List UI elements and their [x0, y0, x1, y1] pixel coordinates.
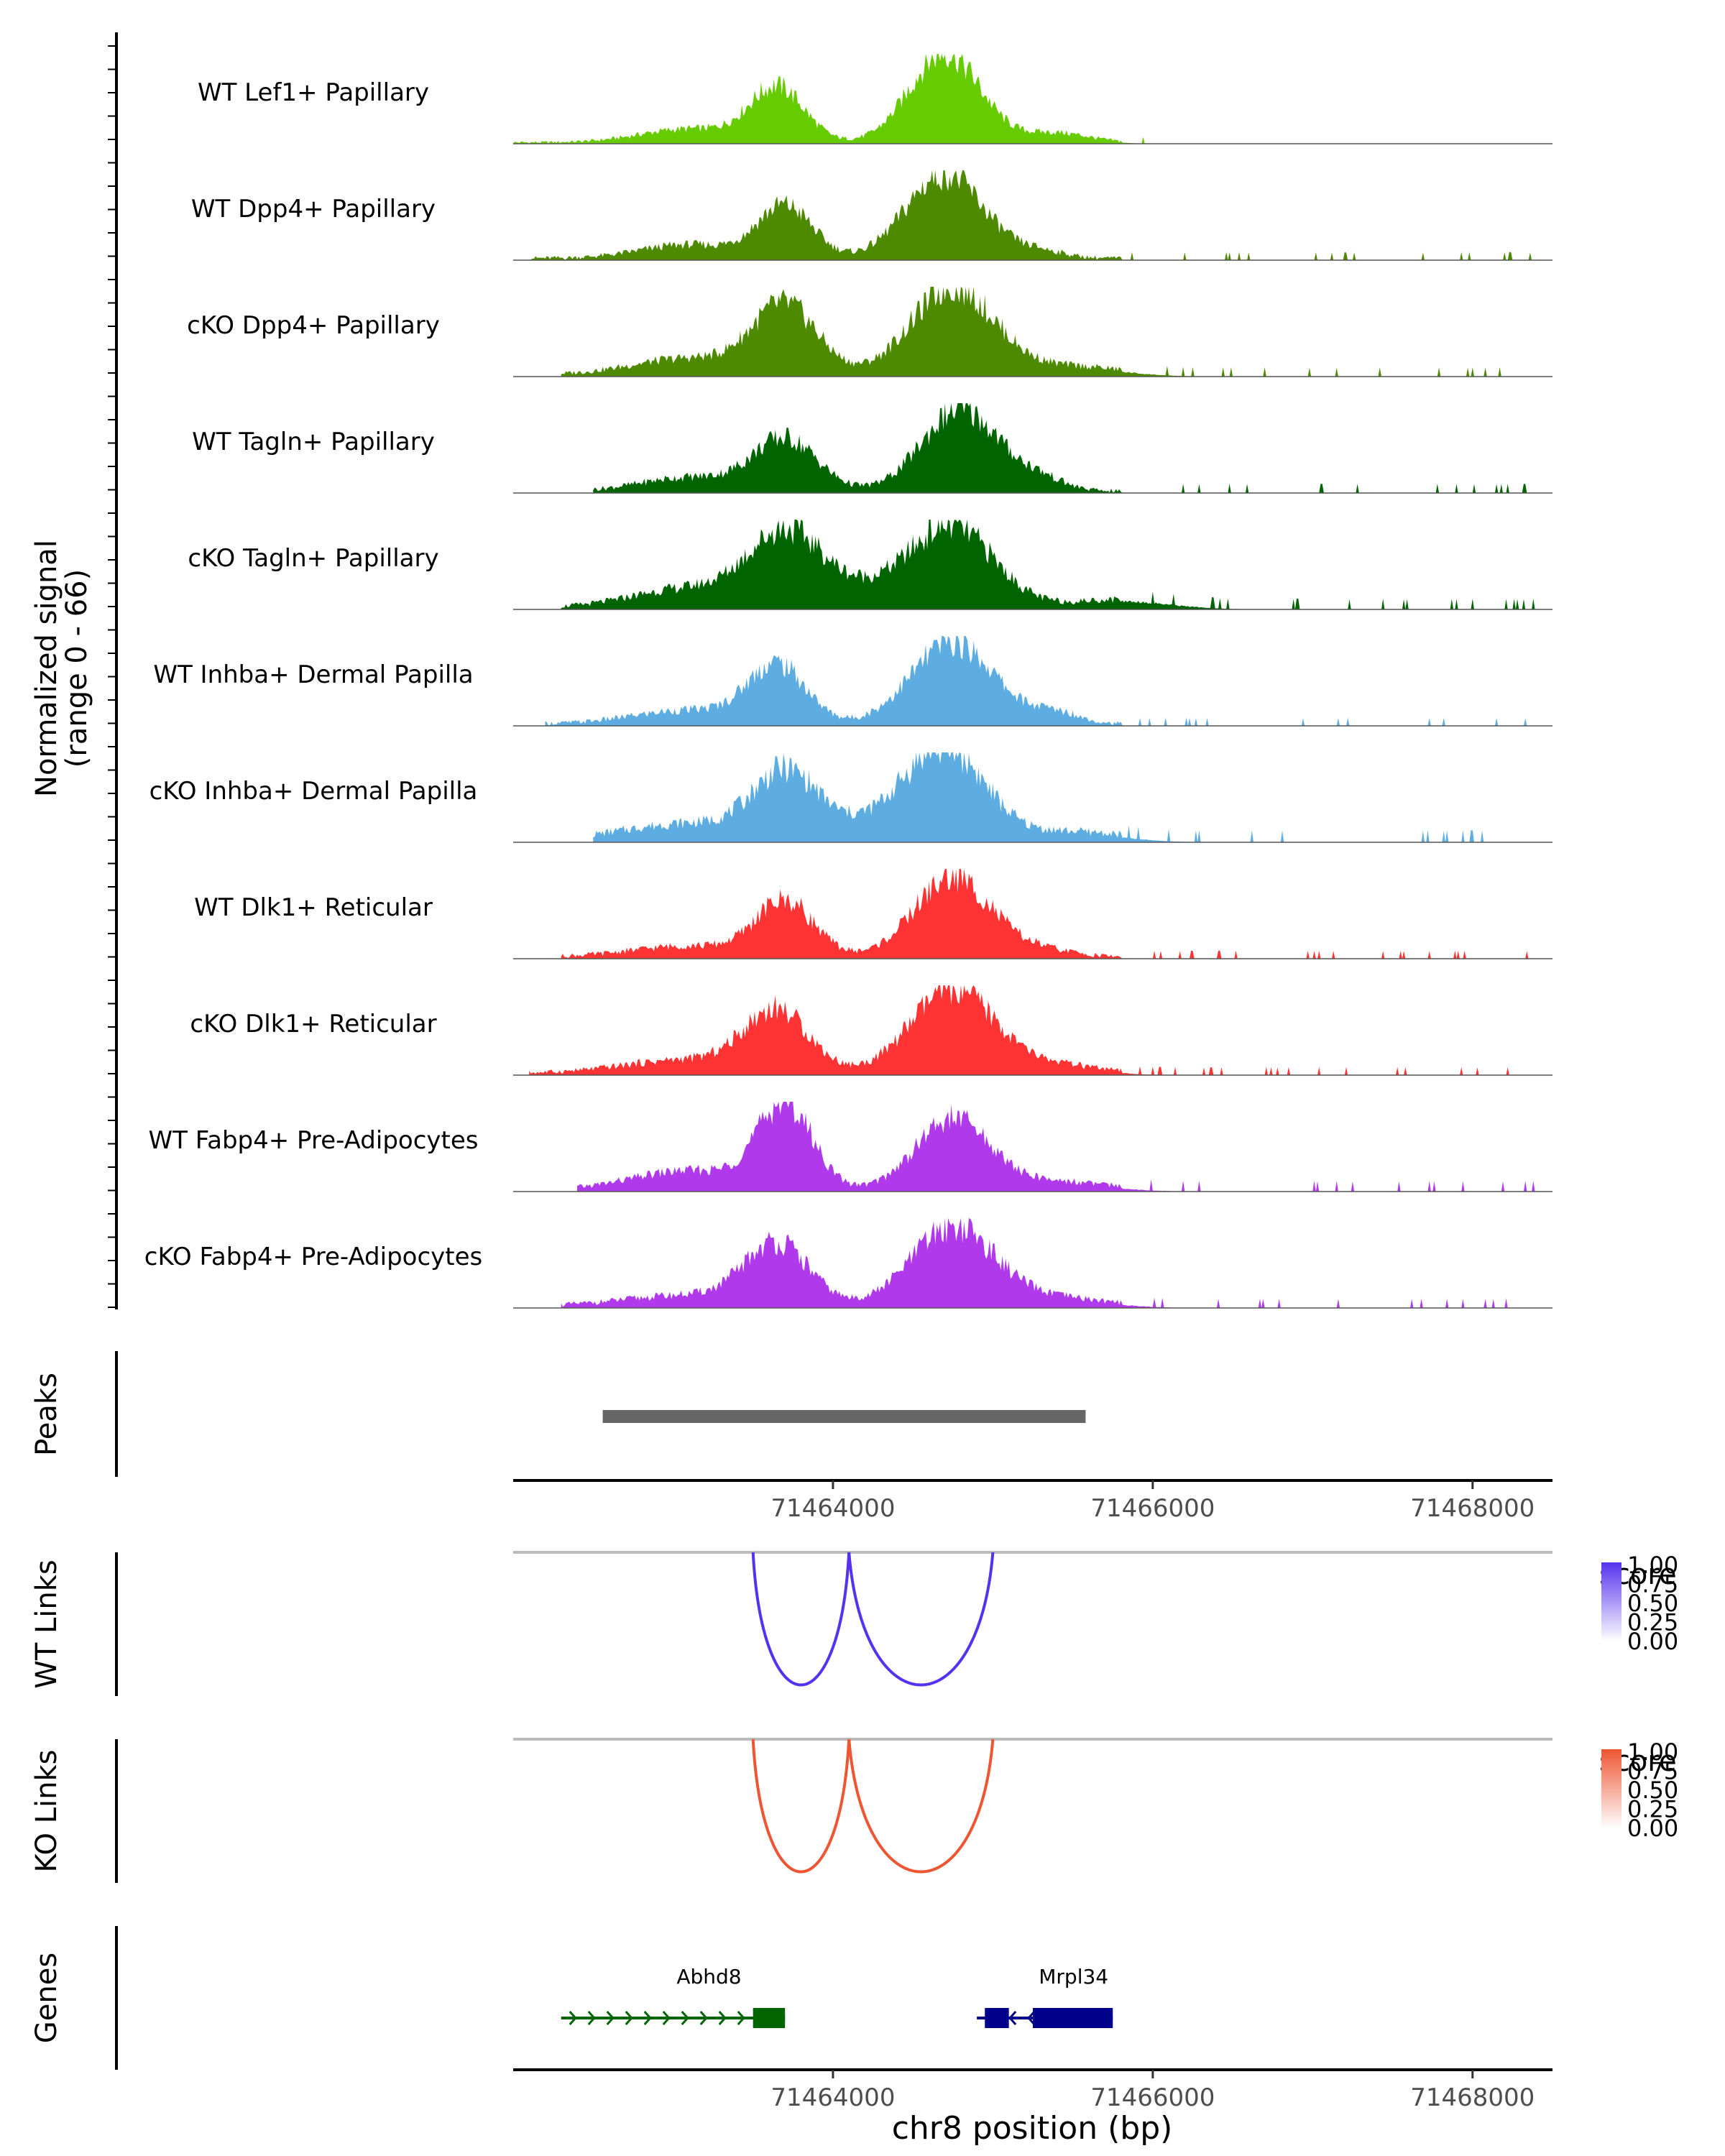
coverage-area	[593, 403, 1537, 493]
x-tick-label: 71466000	[1090, 2083, 1215, 2112]
coverage-track-5: cKO Tagln+ Papillary	[188, 520, 1552, 610]
coverage-area	[561, 869, 1537, 959]
coverage-track-9: cKO Dlk1+ Reticular	[190, 985, 1552, 1076]
x-axis-bottom: 71464000 71466000 71468000	[513, 2068, 1552, 2112]
strand-arrow	[681, 2011, 689, 2025]
legend-tick-label: 1.00	[1627, 1552, 1678, 1579]
coverage-ylabel-line2: (range 0 - 66)	[60, 569, 93, 768]
coverage-track-11: cKO Fabp4+ Pre-Adipocytes	[144, 1218, 1552, 1309]
wt-links-panel: WT Links score 1.000.750.500.250.00	[30, 1551, 1678, 1696]
link-arc	[751, 1552, 851, 1687]
peaks-panel: Peaks	[30, 1351, 1086, 1477]
legend-tick-label: 1.00	[1627, 1738, 1678, 1766]
track-label: cKO Dpp4+ Papillary	[187, 311, 440, 340]
ko-links-label: KO Links	[30, 1750, 63, 1873]
ko-links-panel: KO Links score 1.000.750.500.250.00	[30, 1738, 1678, 1883]
gene-name: Abhd8	[676, 1965, 741, 1989]
strand-arrow	[606, 2011, 615, 2025]
coverage-track-10: WT Fabp4+ Pre-Adipocytes	[149, 1102, 1552, 1192]
gene-exon	[985, 2008, 1009, 2028]
track-label: cKO Fabp4+ Pre-Adipocytes	[144, 1243, 483, 1271]
track-label: cKO Tagln+ Papillary	[188, 544, 438, 573]
peak-region	[602, 1410, 1086, 1423]
track-label: WT Tagln+ Papillary	[192, 428, 435, 456]
track-label: WT Fabp4+ Pre-Adipocytes	[149, 1126, 479, 1155]
x-tick-label: 71464000	[770, 1494, 895, 1523]
coverage-track-8: WT Dlk1+ Reticular	[194, 869, 1552, 959]
legend-tick-label: 0.25	[1627, 1609, 1678, 1636]
coverage-area	[545, 636, 1537, 726]
coverage-area	[561, 520, 1537, 609]
coverage-area	[529, 985, 1537, 1075]
coverage-area	[529, 170, 1537, 260]
strand-arrow	[625, 2011, 633, 2025]
coverage-track-3: cKO Dpp4+ Papillary	[187, 287, 1552, 377]
legend-tick-label: 0.75	[1627, 1758, 1678, 1785]
coverage-track-2: WT Dpp4+ Papillary	[191, 170, 1552, 261]
x-axis-top: 71464000 71466000 71468000	[513, 1479, 1552, 1523]
x-tick-label: 71468000	[1410, 1494, 1535, 1523]
link-arc	[847, 1552, 995, 1687]
track-label: cKO Inhba+ Dermal Papilla	[150, 777, 478, 806]
legend-tick-label: 0.25	[1627, 1796, 1678, 1823]
x-tick-label: 71468000	[1410, 2083, 1535, 2112]
coverage-track-7: cKO Inhba+ Dermal Papilla	[150, 752, 1552, 843]
x-tick-label: 71466000	[1090, 1494, 1215, 1523]
x-axis-title: chr8 position (bp)	[892, 2110, 1173, 2147]
legend-tick-label: 0.00	[1627, 1628, 1678, 1655]
coverage-area	[593, 752, 1489, 842]
genes-panel: Genes Abhd8 Mrpl34	[30, 1926, 1113, 2070]
coverage-track-4: WT Tagln+ Papillary	[192, 403, 1552, 494]
track-label: WT Dpp4+ Papillary	[191, 195, 436, 224]
coverage-area	[561, 287, 1537, 377]
x-tick-label: 71464000	[770, 2083, 895, 2112]
coverage-area	[561, 1218, 1537, 1308]
strand-arrow	[643, 2011, 652, 2025]
legend-colorbar	[1601, 1749, 1622, 1828]
genes-label: Genes	[30, 1953, 63, 2043]
track-label: WT Inhba+ Dermal Papilla	[153, 660, 473, 689]
track-label: WT Dlk1+ Reticular	[194, 893, 433, 922]
link-arc	[847, 1738, 995, 1874]
gene-name: Mrpl34	[1039, 1965, 1108, 1989]
track-label: WT Lef1+ Papillary	[198, 78, 429, 107]
coverage-track-1: WT Lef1+ Papillary	[198, 54, 1552, 144]
peaks-label: Peaks	[30, 1373, 63, 1456]
coverage-track-6: WT Inhba+ Dermal Papilla	[153, 636, 1552, 727]
legend-tick-label: 0.50	[1627, 1777, 1678, 1804]
coverage-tracks: WT Lef1+ Papillary WT Dpp4+ Papillary cKO …	[144, 54, 1552, 1309]
legend-colorbar	[1601, 1562, 1622, 1641]
strand-arrow	[699, 2011, 708, 2025]
strand-arrow	[737, 2011, 745, 2025]
legend-tick-label: 0.00	[1627, 1815, 1678, 1842]
strand-arrow	[1008, 2011, 1017, 2025]
gene-exon	[1033, 2008, 1113, 2028]
strand-arrow	[662, 2011, 671, 2025]
gene-exon	[753, 2008, 786, 2028]
legend-tick-label: 0.75	[1627, 1571, 1678, 1598]
strand-arrow	[718, 2011, 727, 2025]
legend-tick-label: 0.50	[1627, 1590, 1678, 1617]
coverage-ylabel-line1: Normalized signal	[30, 540, 63, 797]
wt-links-label: WT Links	[30, 1560, 63, 1688]
coverage-area	[577, 1102, 1537, 1192]
strand-arrow	[1027, 2011, 1036, 2025]
coverage-y-axis	[108, 32, 118, 1309]
strand-arrow	[569, 2011, 577, 2025]
coverage-area	[513, 54, 1153, 144]
strand-arrow	[587, 2011, 596, 2025]
link-arc	[751, 1738, 851, 1874]
track-label: cKO Dlk1+ Reticular	[190, 1010, 436, 1038]
